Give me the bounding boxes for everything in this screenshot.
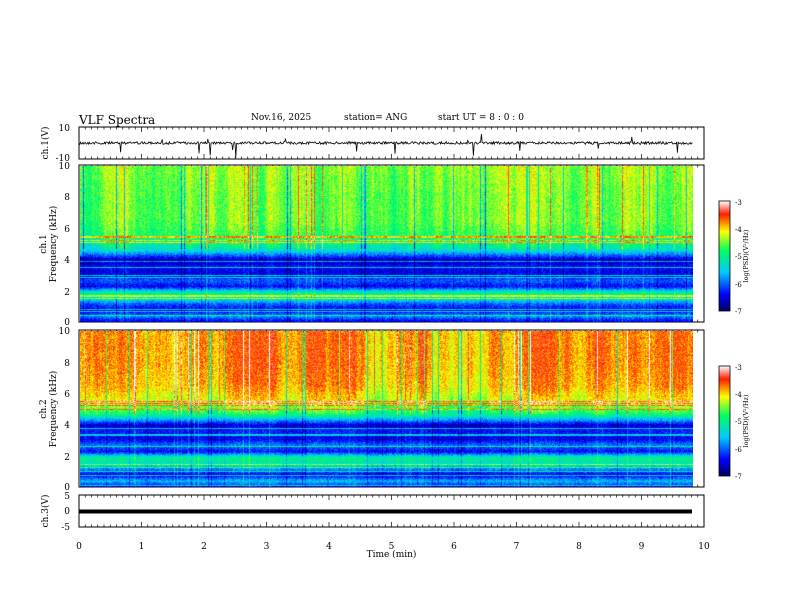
xtick-6: 6 [451,542,457,552]
x-axis-label: Time (min) [367,549,417,560]
ch1-ylabel: ch.1(V) [40,127,51,160]
ch2-ytick-8: 8 [64,359,70,369]
ch1-cbar-tick-3: -3 [735,199,742,207]
ch2-ytick-10: 10 [59,327,71,337]
ch2-cbar-tick-7: -7 [735,473,742,481]
ch2-cbar-tick-4: -4 [735,391,742,399]
xtick-9: 9 [639,542,645,552]
date-label: Nov.16, 2025 [251,113,312,123]
ch2-ylabel-channel: ch.2 [39,399,49,418]
chart-title: VLF Spectra [79,113,156,127]
xtick-3: 3 [264,542,270,552]
xtick-8: 8 [576,542,582,552]
ch2-cbar-tick-5: -5 [735,418,742,426]
ch1-ytick-8: 8 [64,193,70,203]
ch2-cbar-tick-6: -6 [735,446,742,454]
ch1-ytick-top: 10 [59,124,71,134]
xtick-10: 10 [698,542,710,552]
ch1-ytick-4: 4 [64,256,70,266]
ch2-ytick-2: 2 [64,453,70,463]
ch1-cbar-tick-5: -5 [735,253,742,261]
start-ut-label: start UT = 8 : 0 : 0 [438,113,524,123]
ch1-cbar-tick-6: -6 [735,281,742,289]
station-label: station= ANG [344,113,408,123]
x-axis: 0 1 2 3 4 5 6 7 8 9 10 Time (min) [76,542,710,560]
ch2-ytick-6: 6 [64,390,70,400]
ch1-colorbar: -3 -4 -5 -6 -7 log(PSD)(V²/Hz) [718,199,750,316]
ch1-cbar-tick-4: -4 [735,226,742,234]
xtick-0: 0 [76,542,82,552]
ch1-cbar-tick-7: -7 [735,308,742,316]
xtick-7: 7 [514,542,520,552]
ch2-cbar-label: log(PSD)(V²/Hz) [742,394,750,447]
xtick-5: 5 [389,542,395,552]
ch2-ytick-0: 0 [64,483,70,493]
ch3-ytick-bottom: -5 [61,523,70,533]
ch2-spectrogram-image [79,330,693,487]
xtick-2: 2 [201,542,207,552]
ch1-ylabel-frequency: Frequency (kHz) [48,206,59,283]
ch1-ylabel-channel: ch.1 [39,234,49,253]
ch1-trace [78,133,693,158]
ch1-ytick-0: 0 [64,318,70,328]
ch1-ytick-10: 10 [59,162,71,172]
ch1-ytick-2: 2 [64,288,70,298]
ch1-ytick-6: 6 [64,225,70,235]
ch2-cbar-tick-3: -3 [735,364,742,372]
xtick-1: 1 [139,542,145,552]
ch1-spectrogram-image [79,165,693,322]
ch1-ytick-bottom: -10 [56,154,71,164]
ch1-waveform-panel: 10 -10 ch.1(V) [40,124,705,164]
ch3-ylabel: ch.3(V) [40,495,51,528]
ch2-colorbar: -3 -4 -5 -6 -7 log(PSD)(V²/Hz) [718,364,750,481]
ch1-cbar-label: log(PSD)(V²/Hz) [742,229,750,282]
ch2-ylabel-frequency: Frequency (kHz) [48,371,59,448]
ch3-waveform-panel: 5 0 -5 ch.3(V) [40,492,705,533]
ch3-ytick-top: 5 [64,492,70,502]
ch3-ytick-mid: 0 [64,507,70,517]
ch2-ytick-4: 4 [64,421,70,431]
xtick-4: 4 [326,542,332,552]
